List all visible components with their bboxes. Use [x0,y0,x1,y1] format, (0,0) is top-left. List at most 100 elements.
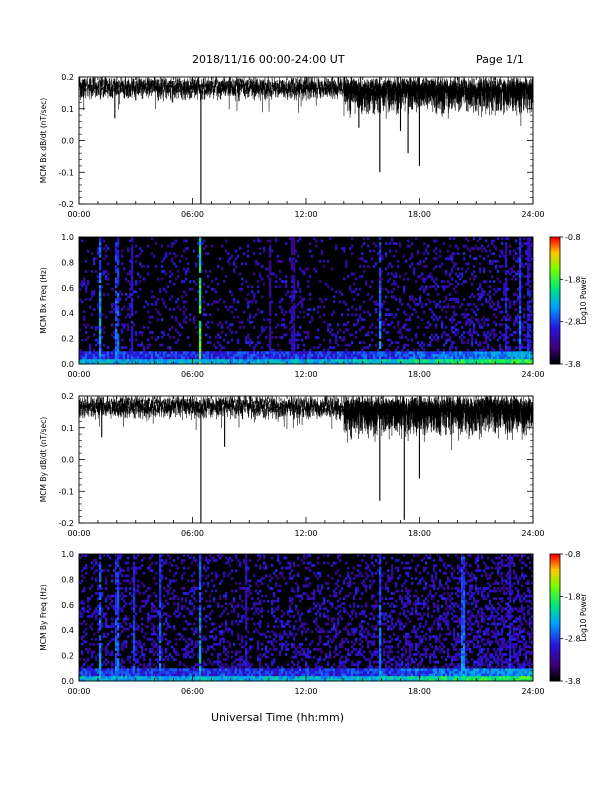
heatmap-cell [447,285,450,289]
heatmap-cell [351,333,354,337]
heatmap-cell [431,275,434,278]
heatmap-cell [383,320,386,324]
heatmap-cell [363,361,366,365]
heatmap-cell [85,660,88,664]
heatmap-cell [257,290,260,294]
heatmap-cell [527,305,530,309]
heatmap-cell [297,343,300,347]
heatmap-cell [509,244,512,248]
heatmap-cell [101,625,104,628]
heatmap-cell [119,607,122,611]
heatmap-cell [99,620,102,623]
heatmap-cell [171,564,174,567]
heatmap-cell [243,310,246,314]
heatmap-cell [175,358,178,362]
heatmap-cell [413,272,416,276]
heatmap-cell [199,249,202,253]
heatmap-cell [239,348,242,352]
heatmap-cell [393,356,396,360]
heatmap-cell [229,356,232,360]
heatmap-cell [349,358,352,362]
x-tick-label: 24:00 [521,529,544,538]
heatmap-cell [137,627,140,631]
heatmap-cell [287,353,290,357]
heatmap-cell [215,361,218,365]
heatmap-cell [391,239,394,243]
heatmap-cell [161,564,164,567]
heatmap-cell [199,290,202,294]
heatmap-cell [159,589,162,593]
heatmap-cell [95,351,98,355]
heatmap-cell [169,346,172,350]
heatmap-cell [193,670,196,674]
heatmap-cell [183,358,186,362]
heatmap-cell [165,361,168,365]
heatmap-cell [111,305,114,309]
heatmap-cell [463,358,466,362]
heatmap-cell [329,330,332,334]
heatmap-cell [143,663,146,667]
heatmap-cell [99,660,102,664]
heatmap-cell [89,673,92,677]
heatmap-cell [293,330,296,334]
heatmap-cell [201,678,204,682]
heatmap-cell [131,254,134,258]
heatmap-cell [133,584,136,588]
heatmap-cell [93,609,96,613]
heatmap-cell [449,353,452,357]
heatmap-cell [493,333,496,337]
heatmap-cell [377,358,380,362]
heatmap-cell [143,356,146,360]
heatmap-cell [343,358,346,362]
heatmap-cell [83,630,86,634]
heatmap-cell [513,249,516,253]
heatmap-cell [85,285,88,289]
heatmap-cell [505,336,508,339]
heatmap-cell [107,282,110,286]
heatmap-cell [231,356,234,360]
heatmap-cell [463,244,466,248]
heatmap-cell [121,673,124,677]
heatmap-cell [81,351,84,355]
heatmap-cell [349,343,352,347]
heatmap-cell [391,351,394,355]
heatmap-cell [161,559,164,562]
heatmap-cell [213,343,216,347]
heatmap-cell [199,282,202,286]
heatmap-cell [195,640,198,644]
heatmap-cell [489,270,492,273]
heatmap-cell [449,272,452,276]
heatmap-cell [483,361,486,365]
heatmap-cell [79,673,82,677]
heatmap-cell [379,313,382,317]
heatmap-cell [359,264,362,268]
heatmap-cell [347,343,350,347]
heatmap-cell [173,353,176,357]
heatmap-cell [409,257,412,261]
heatmap-cell [215,574,218,578]
heatmap-cell [433,351,436,355]
heatmap-cell [451,259,454,263]
heatmap-cell [173,242,176,245]
heatmap-cell [123,323,126,327]
heatmap-cell [143,592,146,595]
heatmap-cell [269,292,272,296]
heatmap-cell [107,262,110,266]
heatmap-cell [117,242,120,245]
heatmap-cell [113,604,116,608]
heatmap-cell [155,607,158,611]
heatmap-cell [471,343,474,347]
heatmap-cell [107,642,110,646]
heatmap-cell [479,351,482,355]
heatmap-cell [205,673,208,677]
heatmap-cell [501,361,504,365]
heatmap-cell [379,282,382,286]
heatmap-cell [101,647,104,651]
heatmap-cell [83,609,86,613]
heatmap-cell [429,275,432,278]
heatmap-cell [419,295,422,299]
heatmap-cell [229,323,232,327]
heatmap-cell [189,343,192,347]
heatmap-cell [217,663,220,667]
heatmap-cell [129,622,132,626]
